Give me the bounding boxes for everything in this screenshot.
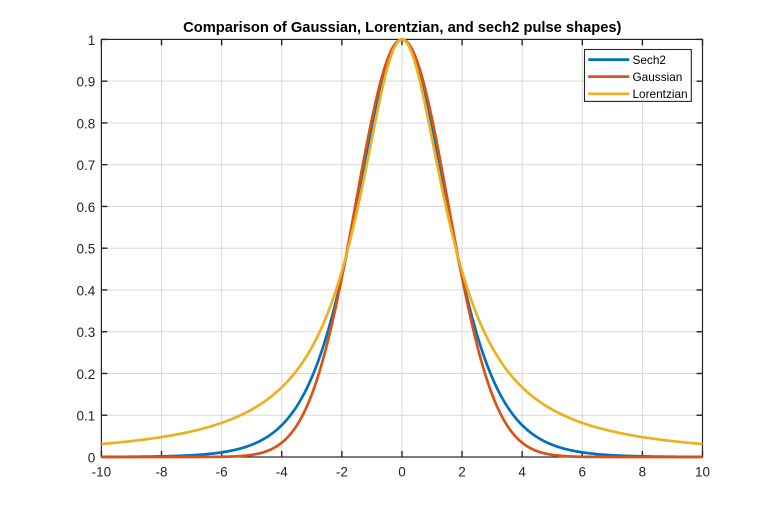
- svg-text:4: 4: [518, 464, 526, 479]
- svg-text:-10: -10: [92, 464, 112, 479]
- svg-text:2: 2: [458, 464, 466, 479]
- svg-text:1: 1: [88, 33, 96, 48]
- svg-text:0.8: 0.8: [77, 116, 96, 131]
- svg-text:0: 0: [88, 451, 96, 466]
- svg-text:10: 10: [695, 464, 710, 479]
- svg-text:6: 6: [579, 464, 587, 479]
- svg-text:0.7: 0.7: [77, 158, 96, 173]
- svg-text:8: 8: [639, 464, 647, 479]
- svg-text:0: 0: [398, 464, 406, 479]
- svg-text:Comparison of Gaussian, Lorent: Comparison of Gaussian, Lorentzian, and …: [183, 20, 621, 36]
- svg-text:0.2: 0.2: [77, 367, 96, 382]
- svg-text:-2: -2: [336, 464, 348, 479]
- svg-text:Gaussian: Gaussian: [633, 70, 683, 84]
- svg-text:0.9: 0.9: [77, 75, 96, 90]
- svg-text:0.1: 0.1: [77, 409, 96, 424]
- svg-text:0.3: 0.3: [77, 325, 96, 340]
- svg-text:-6: -6: [216, 464, 228, 479]
- svg-text:-4: -4: [276, 464, 288, 479]
- svg-text:-8: -8: [156, 464, 168, 479]
- svg-text:0.5: 0.5: [77, 242, 96, 257]
- svg-text:0.6: 0.6: [77, 200, 96, 215]
- svg-text:Sech2: Sech2: [633, 53, 666, 67]
- svg-text:Lorentzian: Lorentzian: [633, 87, 688, 101]
- svg-text:0.4: 0.4: [77, 283, 96, 298]
